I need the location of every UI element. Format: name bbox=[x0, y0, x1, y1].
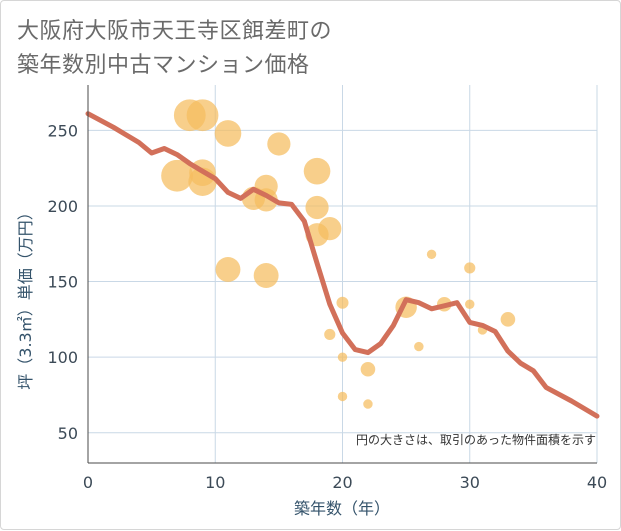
size-note: 円の大きさは、取引のあった物件面積を示す bbox=[356, 432, 596, 447]
trend-line bbox=[85, 111, 600, 419]
y-tick-label: 250 bbox=[47, 121, 78, 140]
x-tick-label: 40 bbox=[587, 473, 607, 492]
y-axis-title: 坪（3.3㎡）単価（万円） bbox=[16, 204, 35, 389]
data-bubble bbox=[500, 312, 516, 327]
data-bubble bbox=[305, 195, 329, 220]
x-tick-label: 10 bbox=[205, 473, 225, 492]
data-bubble bbox=[253, 263, 279, 288]
data-bubble bbox=[303, 157, 331, 185]
title-line-1: 大阪府大阪市天王寺区餌差町の bbox=[17, 19, 333, 44]
data-bubble bbox=[414, 341, 424, 352]
grid bbox=[88, 85, 598, 463]
data-bubble bbox=[337, 391, 348, 402]
data-bubble bbox=[214, 120, 242, 147]
data-bubble bbox=[215, 257, 241, 282]
y-tick-label: 100 bbox=[47, 348, 78, 367]
y-tick-label: 50 bbox=[58, 424, 78, 443]
data-bubble bbox=[363, 399, 373, 409]
y-tick-label: 200 bbox=[47, 197, 78, 216]
data-bubble bbox=[324, 328, 336, 341]
data-bubble bbox=[336, 296, 349, 309]
data-bubble bbox=[161, 159, 193, 192]
data-bubble bbox=[426, 249, 437, 260]
x-tick-label: 30 bbox=[460, 473, 480, 492]
x-tick-label: 20 bbox=[332, 473, 352, 492]
title-line-2: 築年数別中古マンション価格 bbox=[17, 53, 310, 78]
data-bubble bbox=[465, 299, 475, 309]
data-bubble bbox=[186, 99, 219, 132]
trend-line-group bbox=[85, 111, 600, 419]
bubble-series bbox=[161, 99, 516, 409]
axes: 50 100 150 200 250 0 10 20 30 40 bbox=[47, 85, 607, 492]
data-bubble bbox=[337, 352, 348, 362]
y-tick-label: 150 bbox=[47, 273, 78, 292]
x-tick-label: 0 bbox=[83, 473, 93, 492]
chart-title: 大阪府大阪市天王寺区餌差町の 築年数別中古マンション価格 bbox=[17, 15, 332, 83]
data-bubble bbox=[267, 132, 291, 156]
x-axis-title: 築年数（年） bbox=[294, 499, 390, 518]
data-bubble bbox=[360, 361, 376, 377]
data-bubble bbox=[464, 262, 476, 274]
